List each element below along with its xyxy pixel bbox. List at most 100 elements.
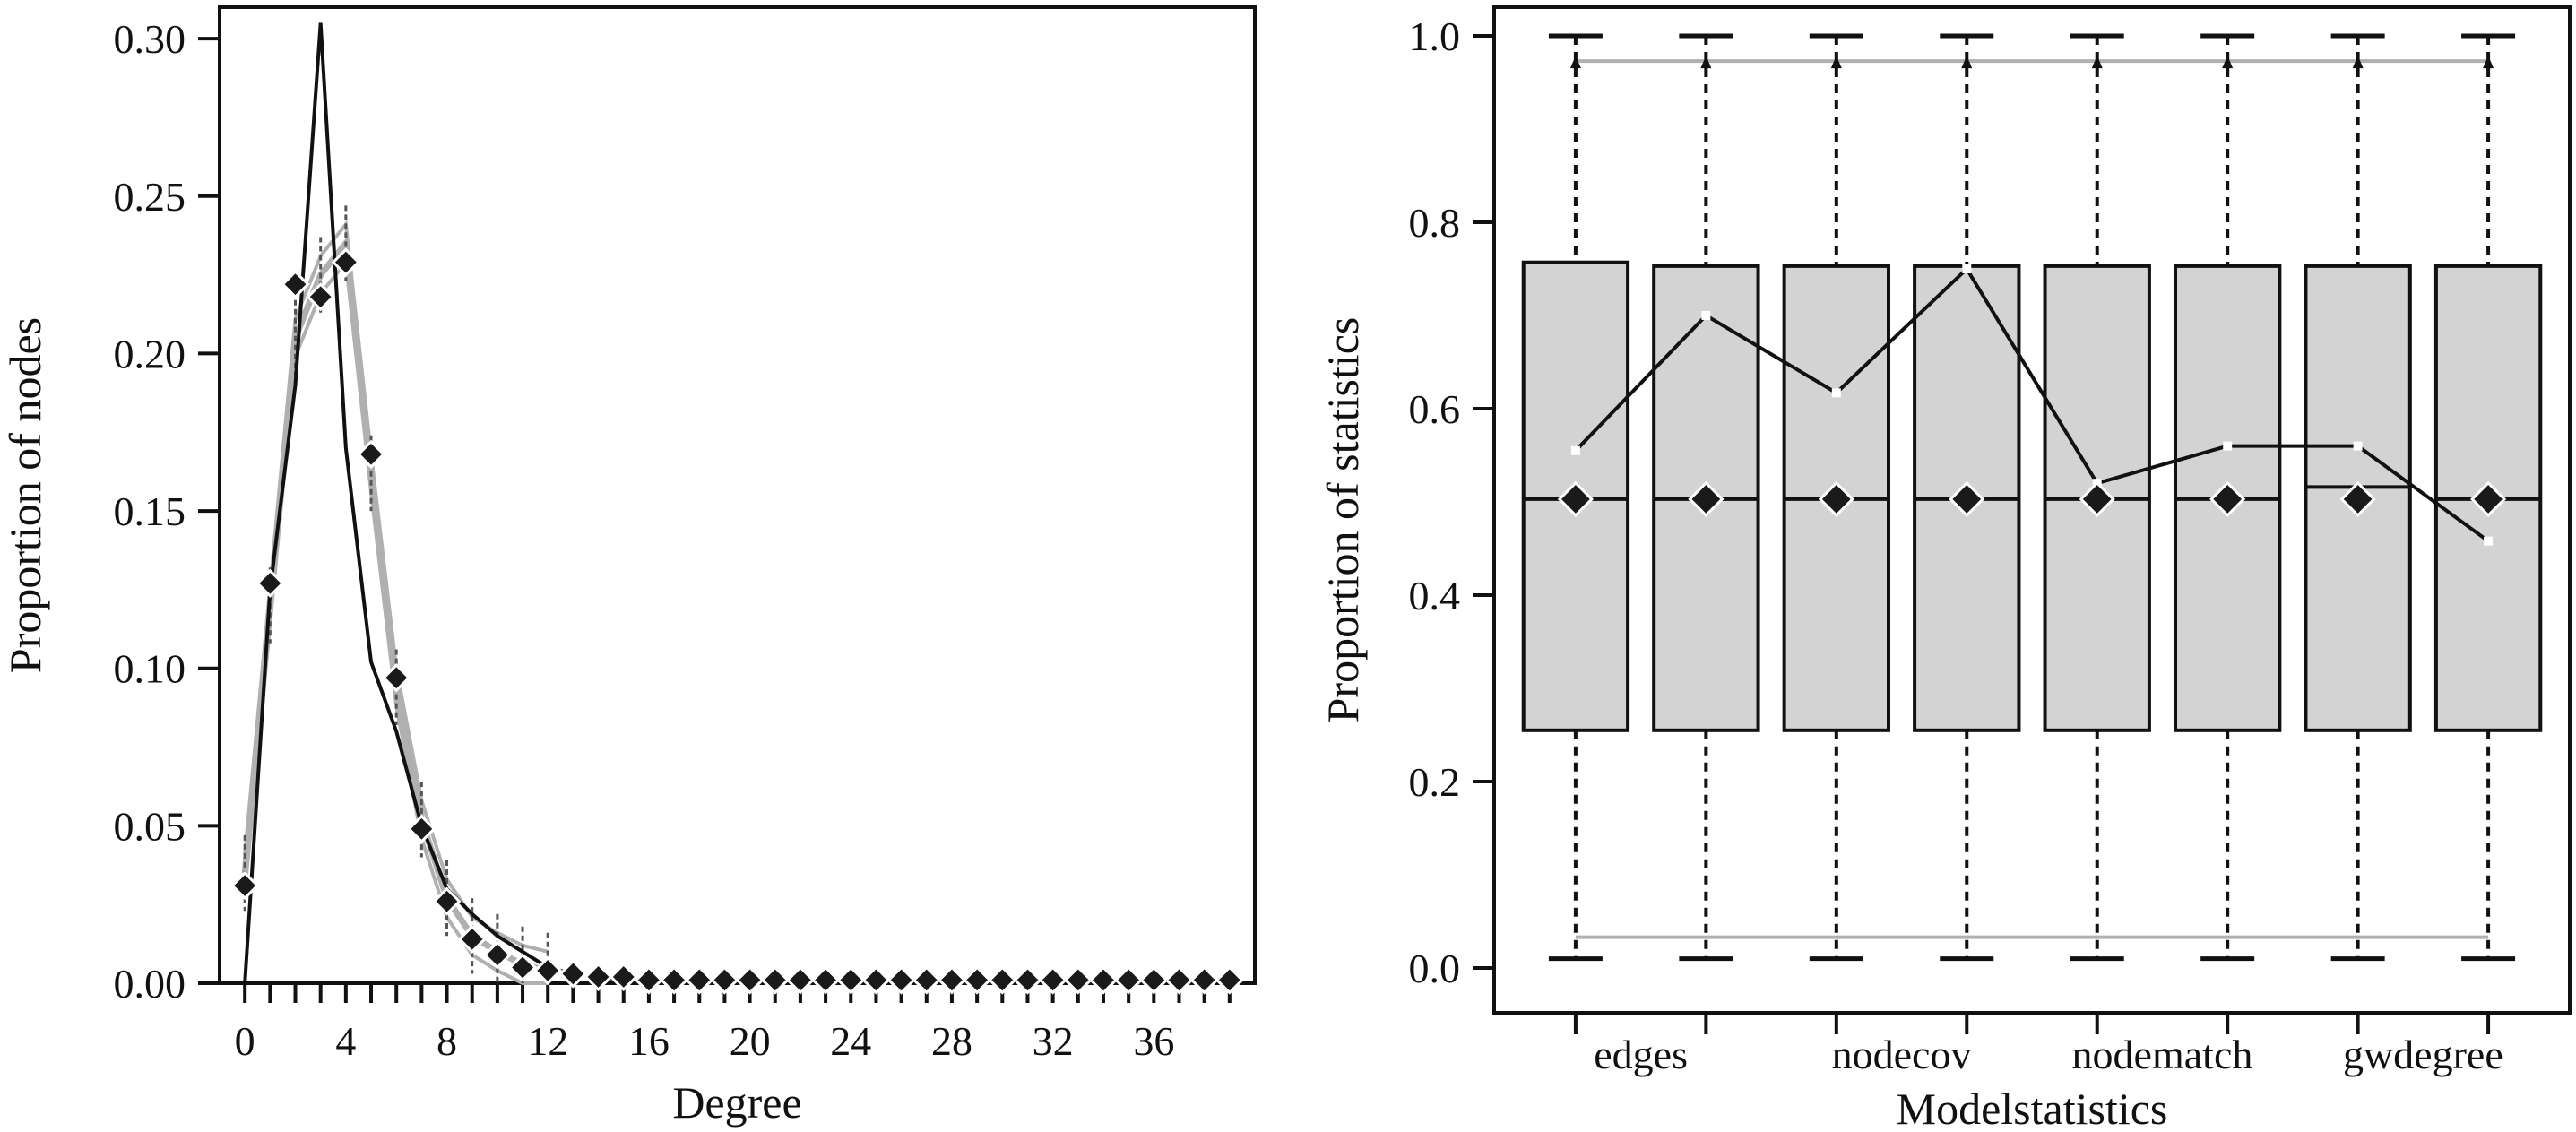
data-point-diamond [1164,965,1194,995]
data-point-diamond [432,886,462,916]
observed-point [1570,445,1580,455]
range-arrow-up [2352,56,2364,69]
y-tick-label: 0.8 [1409,200,1461,246]
data-point-diamond [735,965,765,995]
x-tick-label: 20 [730,1018,771,1064]
observed-point [2353,441,2363,451]
x-tick-label: nodecov [1832,1032,1972,1077]
mean-diamond [2469,480,2507,518]
data-point-diamond [634,965,664,995]
range-arrow-up [1961,56,1973,69]
model-statistics-boxplot: 0.0 0.2 0.4 0.6 0.8 1.0 edges nodecov nodematch g… [1318,5,2572,1132]
data-point-diamond [760,965,790,995]
data-point-diamond [1139,965,1169,995]
data-point-diamond [710,965,739,995]
data-point-diamond [988,965,1017,995]
data-point-diamond [1189,965,1219,995]
plot-frame [218,5,1257,985]
data-point-diamond [937,965,967,995]
y-tick-label: 0.0 [1409,946,1461,991]
y-tick-label: 0.25 [114,174,186,220]
mean-diamond [1949,480,1985,518]
x-tick-label: 24 [830,1018,871,1064]
series-line-simulated [243,220,549,954]
y-tick-label: 0.2 [1409,759,1461,805]
data-point-diamond [382,663,411,693]
x-tick-label: nodematch [2072,1032,2253,1077]
mean-diamond [1557,480,1595,518]
x-tick-label: 36 [1133,1018,1174,1064]
y-tick-label: 0.20 [114,331,186,376]
x-tick-label: 8 [437,1018,457,1064]
data-point-diamond [482,940,512,970]
data-point-diamond [1215,965,1244,995]
data-point-diamond [1114,965,1144,995]
data-point-diamond [533,955,563,986]
range-arrow-up [1569,56,1581,69]
y-tick-label: 0.10 [114,646,186,692]
x-tick-label: 28 [931,1018,972,1064]
mean-diamond [1688,480,1725,518]
range-arrow-up [1830,56,1842,69]
mean-diamond [1818,480,1854,518]
x-tick-label: 4 [335,1018,356,1064]
y-tick-label: 1.0 [1409,13,1461,59]
y-tick-label: 0.6 [1409,386,1461,432]
data-point-diamond [1063,965,1093,995]
y-tick-label: 0.30 [114,16,186,62]
range-arrow-up [2091,56,2103,69]
data-point-diamond [281,270,310,299]
y-axis-title: Proportion of nodes [0,317,50,673]
data-point-diamond [685,965,714,995]
y-tick-label: 0.4 [1409,573,1461,618]
observed-point [1962,264,1972,273]
series-line-simulated [241,235,549,974]
x-tick-label: 12 [527,1018,568,1064]
data-point-diamond [507,953,538,982]
observed-point [1831,388,1841,398]
series-line-observed [243,22,675,984]
mean-diamond [2079,480,2115,518]
x-tick-label: 16 [628,1018,670,1064]
data-point-diamond [583,962,613,992]
data-point-diamond [255,568,285,598]
x-axis-title: Modelstatistics [1897,1084,2168,1132]
data-point-diamond [836,965,866,995]
data-point-diamond [1088,965,1119,995]
data-point-diamond [1013,965,1042,995]
observed-point [2484,536,2494,546]
range-arrow-up [2222,56,2234,69]
data-point-diamond [785,965,816,995]
y-tick-label: 0.00 [114,961,186,1007]
data-point-diamond [356,439,386,469]
box [2304,264,2412,732]
data-point-diamond [457,924,487,954]
data-point-diamond [861,965,891,995]
mean-diamond [2209,480,2246,518]
data-point-diamond [659,965,689,995]
x-tick-label: edges [1594,1032,1688,1077]
x-axis-title: Degree [672,1077,801,1128]
range-arrow-up [1700,56,1712,69]
data-point-diamond [912,965,941,995]
data-point-diamond [810,965,841,995]
y-axis-title: Proportion of statistics [1318,317,1368,723]
data-point-diamond [407,814,437,843]
plot-frame [1492,5,2572,1015]
observed-point [1701,311,1711,320]
data-point-diamond [230,870,260,901]
data-point-diamond [306,282,335,312]
y-tick-label: 0.15 [114,488,186,534]
data-point-diamond [609,962,638,992]
y-tick-label: 0.05 [114,803,186,849]
data-point-diamond [962,965,992,995]
x-tick-label: 32 [1033,1018,1074,1064]
data-point-diamond [886,965,916,995]
data-point-diamond [558,959,588,989]
x-tick-label: gwdegree [2343,1032,2503,1077]
range-arrow-up [2483,56,2494,69]
data-point-diamond [331,247,360,277]
data-point-diamond [1038,965,1068,995]
mean-diamond [2339,480,2376,518]
